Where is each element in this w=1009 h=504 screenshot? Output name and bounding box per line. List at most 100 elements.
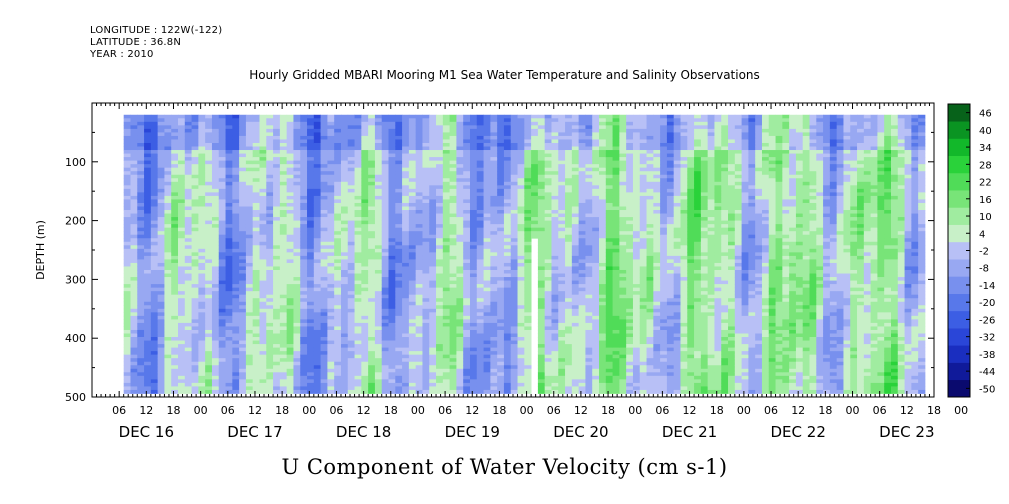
heat-cell <box>408 224 417 229</box>
heat-cell <box>157 241 165 246</box>
heat-cell <box>544 294 552 299</box>
heat-cell <box>531 181 539 186</box>
heat-cell <box>497 153 505 158</box>
heat-cell <box>150 365 159 370</box>
heat-cell <box>354 206 362 211</box>
heat-cell <box>483 273 491 278</box>
heat-cell <box>307 139 315 144</box>
heat-cell <box>171 333 179 338</box>
heat-cell <box>456 210 464 214</box>
heat-cell <box>150 333 159 338</box>
heat-cell <box>218 121 226 126</box>
heat-cell <box>225 150 233 154</box>
heat-cell <box>327 389 335 394</box>
heat-cell <box>191 329 199 334</box>
heat-cell <box>198 319 206 324</box>
heat-cell <box>402 227 410 232</box>
heat-cell <box>313 178 322 183</box>
heat-cell <box>340 273 349 278</box>
heat-cell <box>429 128 437 133</box>
heat-cell <box>320 135 328 140</box>
heat-cell <box>137 199 145 204</box>
heat-cell <box>245 142 254 147</box>
heat-cell <box>184 164 192 169</box>
heat-cell <box>279 252 288 257</box>
heat-cell <box>320 280 328 285</box>
heat-cell <box>490 178 498 183</box>
heat-cell <box>463 280 471 285</box>
heat-cell <box>239 322 247 327</box>
heat-cell <box>232 273 240 278</box>
heat-cell <box>524 319 532 324</box>
heat-cell <box>137 224 145 229</box>
heat-cell <box>449 273 457 278</box>
heat-cell <box>531 185 539 190</box>
heat-cell <box>144 248 152 253</box>
heat-cell <box>537 135 546 140</box>
heat-cell <box>476 217 484 221</box>
heat-cell <box>137 157 145 162</box>
heat-cell <box>184 358 192 363</box>
heat-cell <box>171 326 179 331</box>
heat-cell <box>144 375 152 380</box>
heat-cell <box>286 375 294 380</box>
heat-cell <box>286 287 294 292</box>
heat-cell <box>497 280 505 285</box>
heat-cell <box>273 153 281 158</box>
heat-cell <box>225 153 233 158</box>
heat-cell <box>510 312 518 317</box>
heat-cell <box>510 269 518 274</box>
heat-cell <box>388 266 396 271</box>
heat-cell <box>130 118 138 123</box>
heat-cell <box>476 181 484 186</box>
heat-cell <box>300 128 308 133</box>
heat-cell <box>544 259 552 264</box>
heat-cell <box>429 118 437 123</box>
heat-cell <box>205 178 213 183</box>
heat-cell <box>313 227 322 232</box>
heat-cell <box>225 351 233 356</box>
heat-cell <box>551 252 559 257</box>
heat-cell <box>340 358 349 363</box>
heat-cell <box>334 280 342 285</box>
heat-cell <box>524 118 532 123</box>
heat-cell <box>544 284 552 289</box>
heat-cell <box>422 174 430 179</box>
heat-cell <box>144 351 152 356</box>
heat-cell <box>225 118 233 123</box>
heat-cell <box>232 386 240 391</box>
heat-cell <box>510 195 518 200</box>
heat-cell <box>137 171 145 176</box>
heat-cell <box>537 206 546 211</box>
heat-cell <box>402 231 410 236</box>
heat-cell <box>205 361 213 366</box>
heat-cell <box>232 315 240 320</box>
heat-cell <box>279 167 288 172</box>
heat-cell <box>273 294 281 299</box>
heat-cell <box>463 255 471 260</box>
heat-cell <box>497 142 505 147</box>
heat-cell <box>327 368 335 373</box>
heat-cell <box>524 305 532 310</box>
heat-cell <box>544 266 552 271</box>
heat-cell <box>490 139 498 144</box>
heat-cell <box>178 368 186 373</box>
heat-cell <box>171 252 179 257</box>
heat-cell <box>429 312 437 317</box>
heat-cell <box>347 181 355 186</box>
heat-cell <box>252 125 260 130</box>
heat-cell <box>218 308 226 313</box>
heat-cell <box>157 142 165 147</box>
heat-cell <box>442 333 451 338</box>
heat-cell <box>245 181 254 186</box>
heat-cell <box>476 277 484 281</box>
heat-cell <box>510 181 518 186</box>
heat-cell <box>463 315 471 320</box>
heat-cell <box>198 280 206 285</box>
heat-cell <box>123 185 131 190</box>
heat-cell <box>347 150 355 154</box>
heat-cell <box>524 337 532 341</box>
heat-cell <box>218 252 226 257</box>
heat-cell <box>273 167 281 172</box>
heat-cell <box>463 234 471 239</box>
